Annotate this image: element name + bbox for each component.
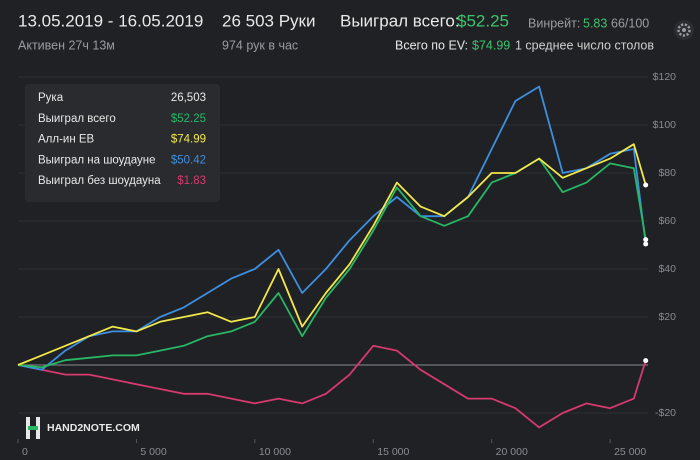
legend-label: Алл-ин EB bbox=[38, 134, 95, 146]
hand-rate: 974 рук в час bbox=[222, 38, 298, 52]
x-tick-label: 5 000 bbox=[140, 446, 166, 458]
legend-value: $74.99 bbox=[171, 134, 206, 146]
logo: HAND2NOTE.COM bbox=[26, 417, 140, 439]
x-tick-label: 20 000 bbox=[496, 446, 528, 458]
end-point bbox=[643, 182, 649, 188]
tooltip-value: 26,503 bbox=[171, 92, 206, 104]
y-tick-label: $20 bbox=[658, 311, 676, 323]
series-line bbox=[17, 344, 647, 429]
settings-hub[interactable] bbox=[682, 28, 686, 32]
winrate-value: 5.83 bbox=[583, 16, 607, 30]
y-tick-label: $80 bbox=[658, 167, 676, 179]
hands: 26 503 Руки bbox=[222, 11, 316, 30]
watermark: HAND2NOTE.COM bbox=[47, 422, 140, 434]
legend-label: Выиграл без шоудауна bbox=[38, 175, 161, 187]
x-tick-label: 15 000 bbox=[377, 446, 409, 458]
tooltip: Рука 26,503 Выиграл всего $52.25 Алл-ин EB… bbox=[25, 84, 220, 202]
x-tick-label: 0 bbox=[22, 446, 28, 458]
series-line bbox=[17, 143, 647, 366]
y-tick-label: -$20 bbox=[655, 407, 676, 419]
legend-value: $1.83 bbox=[177, 175, 206, 187]
tables: 1 среднее число столов bbox=[515, 38, 654, 52]
end-point bbox=[643, 358, 649, 364]
y-tick-label: $100 bbox=[653, 119, 677, 131]
tooltip-box bbox=[25, 84, 220, 202]
legend-label: Выиграл всего bbox=[38, 113, 116, 125]
y-tick-label: $40 bbox=[658, 263, 676, 275]
x-tick-label: 10 000 bbox=[259, 446, 291, 458]
legend-value: $50.42 bbox=[171, 154, 206, 166]
series-line bbox=[17, 157, 647, 369]
won-label: Выиграл всего: bbox=[340, 11, 460, 30]
winrate-unit: 66/100 bbox=[611, 16, 649, 30]
tooltip-label: Рука bbox=[38, 92, 64, 104]
settings-button[interactable] bbox=[674, 20, 694, 40]
series-line bbox=[17, 85, 647, 371]
won-value: $52.25 bbox=[457, 11, 509, 30]
active-time: Активен 27ч 13м bbox=[18, 38, 115, 52]
ev-label: Всего по EV: bbox=[395, 38, 468, 52]
end-point bbox=[643, 241, 649, 247]
winrate-label: Винрейт: bbox=[528, 16, 580, 30]
settings-gear[interactable] bbox=[677, 23, 691, 37]
end-point bbox=[643, 237, 649, 243]
logo-bar bbox=[28, 426, 38, 430]
legend-value: $52.25 bbox=[171, 113, 206, 125]
y-tick-label: $120 bbox=[653, 71, 677, 83]
x-tick-label: 25 000 bbox=[614, 446, 646, 458]
dates: 13.05.2019 - 16.05.2019 bbox=[18, 11, 203, 30]
ev-value: $74.99 bbox=[472, 38, 510, 52]
y-tick-label: $60 bbox=[658, 215, 676, 227]
legend-label: Выиграл на шоудауне bbox=[38, 154, 156, 166]
